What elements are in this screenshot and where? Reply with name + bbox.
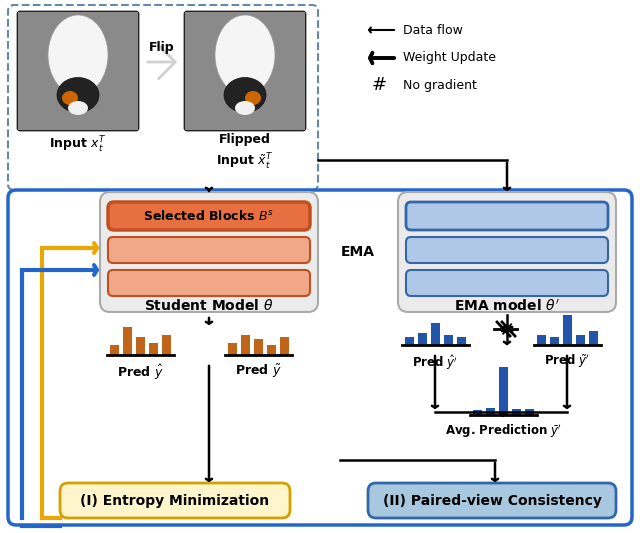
Bar: [253, 339, 262, 355]
Text: Pred $\hat{y}'$: Pred $\hat{y}'$: [412, 353, 458, 372]
Text: Student Model $\theta$: Student Model $\theta$: [144, 298, 274, 313]
Bar: [227, 343, 237, 355]
Bar: [136, 337, 145, 355]
Bar: [148, 343, 157, 355]
Bar: [417, 333, 426, 345]
FancyBboxPatch shape: [108, 270, 310, 296]
Text: Selected Blocks $B^s$: Selected Blocks $B^s$: [143, 209, 275, 223]
Text: ≠: ≠: [499, 320, 515, 340]
Text: Data flow: Data flow: [403, 23, 463, 36]
FancyBboxPatch shape: [406, 270, 608, 296]
Text: Flip: Flip: [149, 42, 175, 54]
Bar: [122, 327, 131, 355]
Text: (II) Paired-view Consistency: (II) Paired-view Consistency: [383, 494, 602, 507]
FancyArrowPatch shape: [326, 217, 390, 287]
Bar: [185, 12, 305, 130]
FancyBboxPatch shape: [8, 5, 318, 190]
FancyBboxPatch shape: [406, 202, 608, 230]
Text: Pred $\tilde{y}$: Pred $\tilde{y}$: [235, 363, 282, 381]
Bar: [575, 335, 584, 345]
FancyBboxPatch shape: [108, 202, 310, 230]
Ellipse shape: [48, 15, 108, 95]
Text: Avg. Prediction $\bar{y}'$: Avg. Prediction $\bar{y}'$: [445, 423, 561, 440]
Bar: [486, 408, 495, 415]
Text: $\#$: $\#$: [371, 76, 387, 94]
Bar: [431, 323, 440, 345]
Ellipse shape: [68, 101, 88, 115]
FancyBboxPatch shape: [18, 12, 138, 130]
Ellipse shape: [235, 101, 255, 115]
Text: Weight Update: Weight Update: [403, 52, 496, 64]
Bar: [589, 331, 598, 345]
Text: Pred $\hat{y}$: Pred $\hat{y}$: [116, 363, 163, 382]
FancyBboxPatch shape: [108, 237, 310, 263]
Bar: [109, 345, 118, 355]
Bar: [266, 345, 275, 355]
FancyBboxPatch shape: [368, 483, 616, 518]
Bar: [280, 337, 289, 355]
FancyBboxPatch shape: [406, 237, 608, 263]
Ellipse shape: [57, 77, 99, 112]
FancyBboxPatch shape: [100, 192, 318, 312]
Text: (I) Entropy Minimization: (I) Entropy Minimization: [81, 494, 269, 507]
FancyArrowPatch shape: [148, 45, 175, 79]
Ellipse shape: [224, 77, 266, 112]
Bar: [499, 367, 508, 415]
Bar: [161, 335, 170, 355]
Ellipse shape: [245, 91, 261, 105]
Text: No gradient: No gradient: [403, 78, 477, 92]
Text: Pred $\tilde{y}'$: Pred $\tilde{y}'$: [544, 353, 590, 370]
FancyBboxPatch shape: [185, 12, 305, 130]
Bar: [456, 337, 465, 345]
Bar: [550, 337, 559, 345]
FancyBboxPatch shape: [60, 483, 290, 518]
Bar: [404, 337, 413, 345]
Text: EMA model $\theta'$: EMA model $\theta'$: [454, 298, 560, 313]
Bar: [563, 315, 572, 345]
Bar: [472, 410, 481, 415]
Text: Input $x_t^T$: Input $x_t^T$: [49, 135, 107, 155]
Ellipse shape: [215, 15, 275, 95]
Bar: [525, 409, 534, 415]
Text: Flipped
Input $\tilde{x}_t^T$: Flipped Input $\tilde{x}_t^T$: [216, 133, 273, 172]
Bar: [18, 12, 138, 130]
Text: EMA: EMA: [341, 245, 375, 259]
Bar: [511, 409, 520, 415]
Bar: [536, 335, 545, 345]
FancyBboxPatch shape: [398, 192, 616, 312]
Bar: [444, 335, 452, 345]
Ellipse shape: [62, 91, 78, 105]
Bar: [241, 335, 250, 355]
